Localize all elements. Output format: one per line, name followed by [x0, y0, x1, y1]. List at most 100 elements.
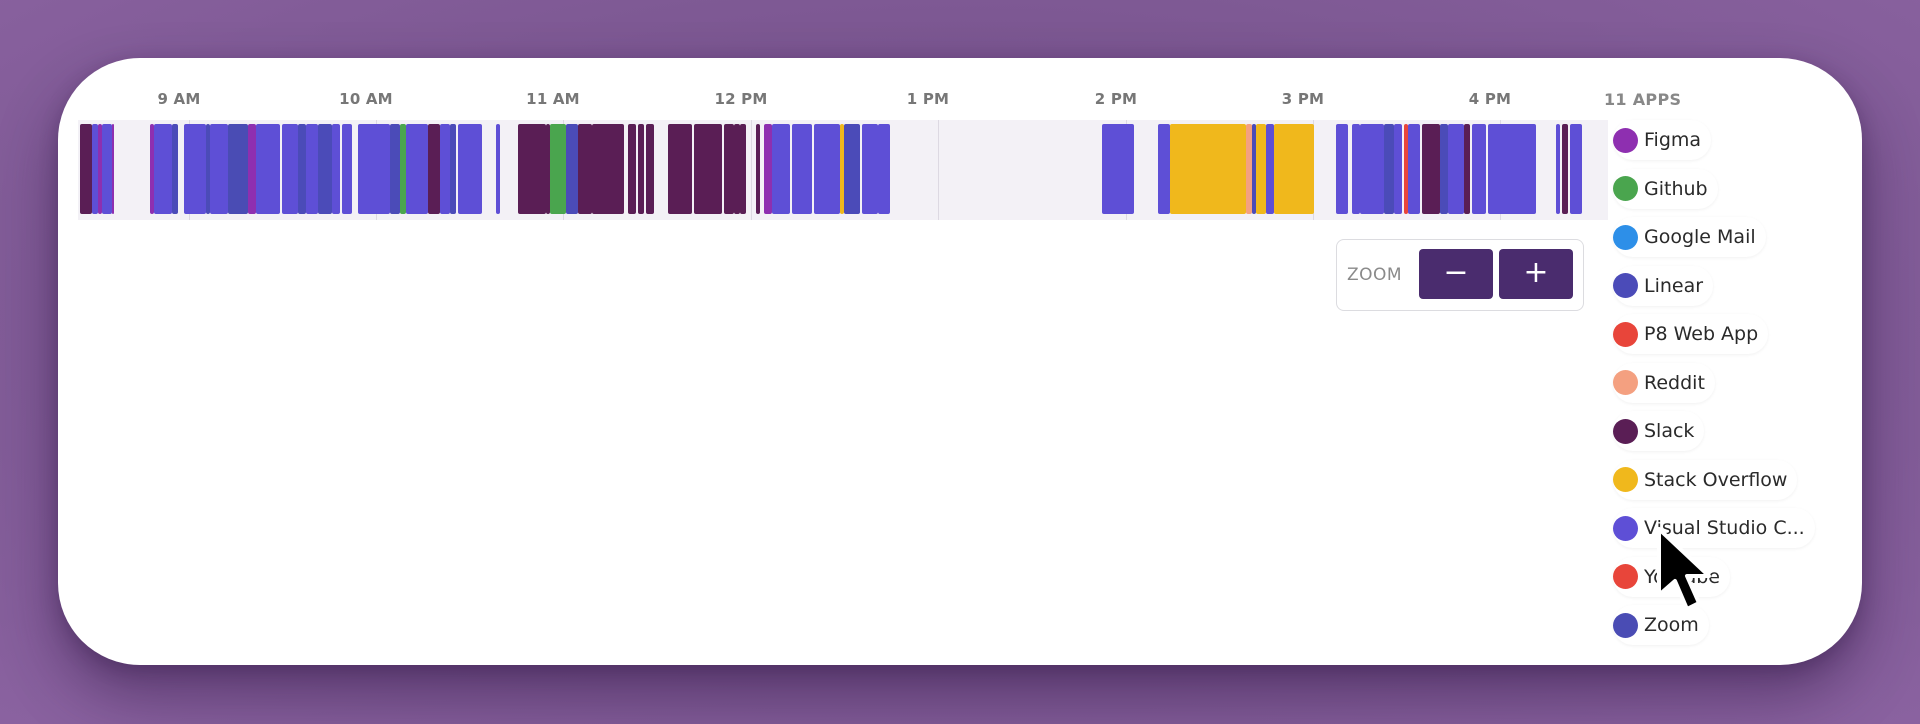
activity-segment[interactable] — [724, 124, 734, 214]
activity-segment[interactable] — [318, 124, 332, 214]
hour-label: 4 PM — [1468, 90, 1512, 108]
app-legend-item[interactable]: Linear — [1613, 266, 1713, 306]
activity-segment[interactable] — [458, 124, 482, 214]
app-color-dot-icon — [1613, 515, 1638, 541]
activity-segment[interactable] — [92, 124, 98, 214]
activity-segment[interactable] — [638, 124, 644, 214]
activity-segment[interactable] — [1246, 124, 1252, 214]
activity-segment[interactable] — [1408, 124, 1420, 214]
activity-segment[interactable] — [840, 124, 844, 214]
activity-segment[interactable] — [1394, 124, 1402, 214]
app-legend-item[interactable]: P8 Web App — [1613, 314, 1768, 354]
hour-label: 10 AM — [339, 90, 393, 108]
app-name: Stack Overflow — [1644, 468, 1788, 491]
activity-segment[interactable] — [1170, 124, 1246, 214]
activity-segment[interactable] — [694, 124, 722, 214]
activity-segment[interactable] — [772, 124, 790, 214]
activity-segment[interactable] — [1472, 124, 1486, 214]
activity-segment[interactable] — [1266, 124, 1274, 214]
activity-segment[interactable] — [592, 124, 624, 214]
activity-segment[interactable] — [566, 124, 578, 214]
activity-segment[interactable] — [102, 124, 112, 214]
app-legend-item[interactable]: Google Mail — [1613, 217, 1766, 257]
app-name: Slack — [1644, 420, 1695, 442]
activity-segment[interactable] — [518, 124, 546, 214]
activity-segment[interactable] — [1464, 124, 1470, 214]
activity-segment[interactable] — [306, 124, 318, 214]
activity-segment[interactable] — [1384, 124, 1394, 214]
activity-segment[interactable] — [668, 124, 692, 214]
activity-segment[interactable] — [546, 124, 550, 214]
activity-segment[interactable] — [814, 124, 840, 214]
activity-segment[interactable] — [390, 124, 400, 214]
activity-segment[interactable] — [1336, 124, 1348, 214]
activity-segment[interactable] — [206, 124, 210, 214]
activity-segment[interactable] — [298, 124, 306, 214]
zoom-in-button[interactable]: + — [1499, 249, 1573, 299]
activity-segment[interactable] — [406, 124, 428, 214]
activity-segment[interactable] — [440, 124, 450, 214]
activity-segment[interactable] — [1556, 124, 1560, 214]
activity-segment[interactable] — [1352, 124, 1360, 214]
activity-segment[interactable] — [1440, 124, 1448, 214]
activity-segment[interactable] — [878, 124, 890, 214]
activity-segment[interactable] — [1158, 124, 1170, 214]
activity-segment[interactable] — [210, 124, 228, 214]
activity-segment[interactable] — [428, 124, 440, 214]
activity-segment[interactable] — [1274, 124, 1314, 214]
app-legend-item[interactable]: Slack — [1613, 411, 1704, 451]
app-name: Reddit — [1644, 371, 1705, 394]
activity-segment[interactable] — [740, 124, 746, 214]
activity-segment[interactable] — [332, 124, 340, 214]
app-color-dot-icon — [1613, 370, 1638, 395]
activity-segment[interactable] — [80, 124, 92, 214]
zoom-out-button[interactable]: − — [1419, 249, 1493, 299]
activity-segment[interactable] — [1422, 124, 1440, 214]
app-color-dot-icon — [1613, 564, 1638, 589]
activity-segment[interactable] — [98, 124, 102, 214]
activity-segment[interactable] — [450, 124, 456, 214]
activity-segment[interactable] — [1102, 124, 1134, 214]
activity-segment[interactable] — [764, 124, 772, 214]
app-legend-item[interactable]: Stack Overflow — [1613, 460, 1797, 500]
activity-segment[interactable] — [496, 124, 500, 214]
activity-segment[interactable] — [1256, 124, 1266, 214]
activity-segment[interactable] — [358, 124, 390, 214]
activity-segment[interactable] — [550, 124, 566, 214]
activity-segment[interactable] — [628, 124, 636, 214]
activity-segment[interactable] — [1570, 124, 1582, 214]
app-legend-item[interactable]: Visual Studio C... — [1613, 508, 1815, 548]
activity-segment[interactable] — [150, 124, 154, 214]
app-legend-item[interactable]: Reddit — [1613, 363, 1715, 403]
activity-segment[interactable] — [1252, 124, 1256, 214]
activity-segment[interactable] — [646, 124, 654, 214]
activity-segment[interactable] — [342, 124, 352, 214]
activity-segment[interactable] — [184, 124, 206, 214]
activity-timeline[interactable] — [78, 120, 1608, 220]
activity-segment[interactable] — [256, 124, 280, 214]
activity-segment[interactable] — [282, 124, 298, 214]
app-name: Figma — [1644, 129, 1702, 151]
activity-segment[interactable] — [756, 124, 760, 214]
activity-segment[interactable] — [792, 124, 812, 214]
activity-segment[interactable] — [1488, 124, 1536, 214]
activity-segment[interactable] — [1360, 124, 1384, 214]
activity-segment[interactable] — [1448, 124, 1464, 214]
app-name: Visual Studio C... — [1644, 517, 1805, 539]
activity-segment[interactable] — [844, 124, 860, 214]
activity-segment[interactable] — [228, 124, 248, 214]
activity-segment[interactable] — [172, 124, 178, 214]
activity-segment[interactable] — [578, 124, 592, 214]
mouse-pointer-icon — [1657, 527, 1711, 611]
activity-segment[interactable] — [154, 124, 172, 214]
activity-segment[interactable] — [862, 124, 878, 214]
app-legend-item[interactable]: Zoom — [1613, 605, 1709, 645]
activity-segment[interactable] — [734, 124, 740, 214]
activity-segment[interactable] — [400, 124, 406, 214]
app-legend-item[interactable]: Figma — [1613, 120, 1711, 160]
activity-segment[interactable] — [1562, 124, 1568, 214]
app-legend-item[interactable]: Github — [1613, 169, 1718, 209]
activity-segment[interactable] — [1404, 124, 1408, 214]
activity-segment[interactable] — [248, 124, 256, 214]
activity-segment[interactable] — [112, 124, 114, 214]
